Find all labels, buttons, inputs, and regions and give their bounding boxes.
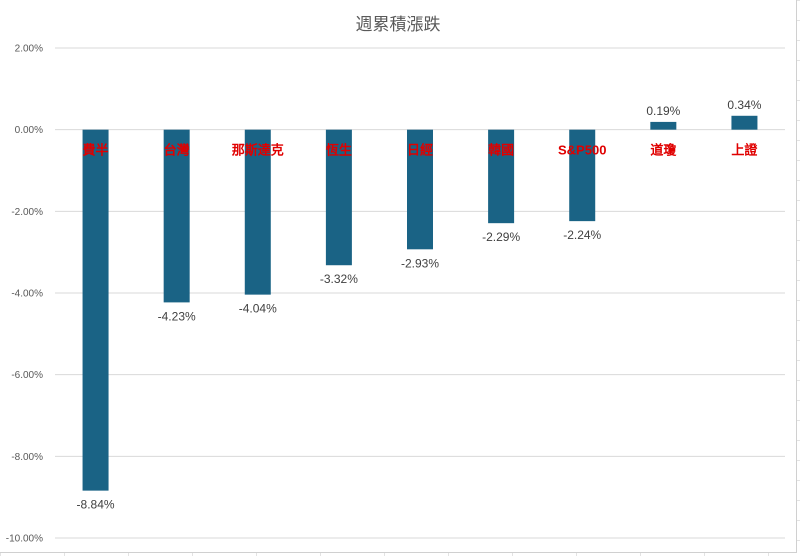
category-label-4: 日經 (407, 143, 433, 158)
chart-title: 週累積漲跌 (355, 15, 441, 34)
y-tick-label-6: -10.00% (6, 534, 43, 545)
category-label-5: 韓國 (488, 143, 514, 158)
category-label-8: 上證 (731, 143, 758, 158)
y-tick-label-3: -4.00% (11, 289, 43, 300)
bar-2 (244, 129, 271, 295)
data-label-8: 0.34% (727, 98, 761, 112)
data-label-3: -3.32% (320, 272, 358, 286)
y-tick-label-1: 0.00% (15, 125, 43, 136)
data-label-6: -2.24% (563, 228, 601, 242)
y-tick-label-0: 2.00% (15, 44, 43, 55)
y-tick-label-2: -2.00% (11, 207, 43, 218)
bar-6 (569, 129, 596, 222)
category-label-2: 那斯達克 (232, 143, 284, 158)
data-label-1: -4.23% (158, 309, 196, 323)
data-label-0: -8.84% (77, 498, 115, 512)
bar-8 (731, 115, 758, 130)
bar-0 (82, 129, 109, 491)
y-tick-label-4: -6.00% (11, 370, 43, 381)
category-label-6: S&P500 (558, 143, 606, 158)
data-label-4: -2.93% (401, 256, 439, 270)
bar-1 (163, 129, 190, 303)
category-label-0: 費半 (83, 143, 109, 158)
data-label-2: -4.04% (239, 302, 277, 316)
bar-5 (488, 129, 515, 224)
bar-7 (650, 121, 677, 130)
bar-3 (325, 129, 352, 266)
category-label-3: 恆生 (325, 143, 352, 158)
data-label-5: -2.29% (482, 230, 520, 244)
bar-4 (407, 129, 433, 250)
category-label-7: 道瓊 (650, 143, 677, 158)
data-label-7: 0.19% (646, 104, 680, 118)
y-tick-label-5: -8.00% (11, 452, 43, 463)
category-label-1: 台灣 (164, 143, 190, 158)
